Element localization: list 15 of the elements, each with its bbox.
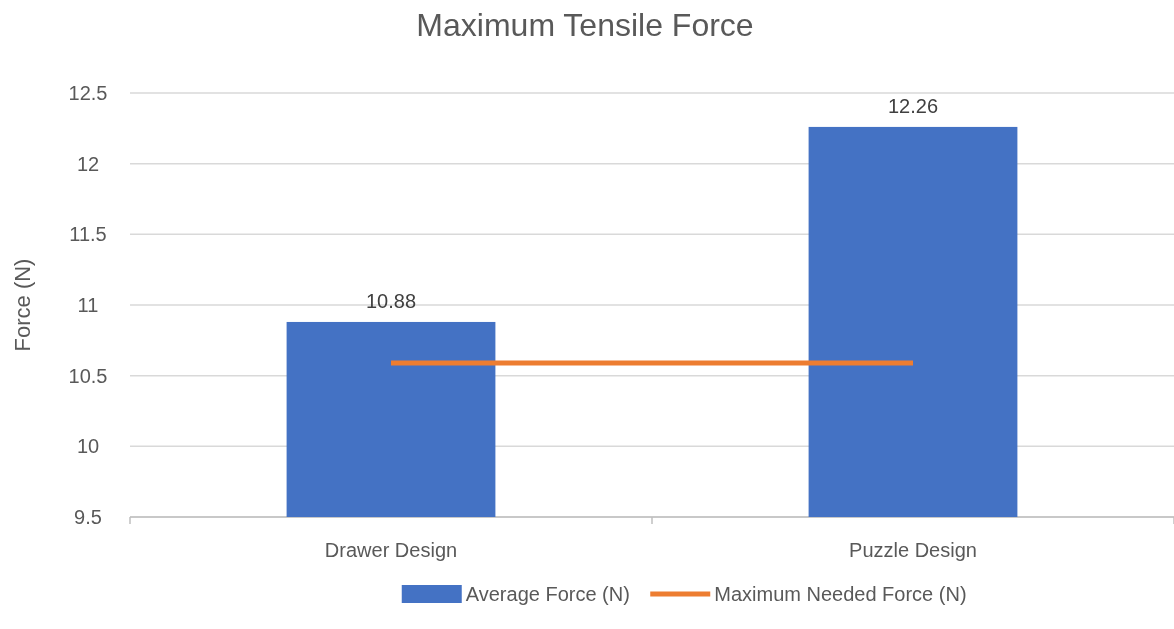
y-tick-label: 9.5 — [74, 506, 102, 528]
x-tick-label: Drawer Design — [324, 539, 458, 561]
y-tick-label: 12 — [76, 152, 100, 175]
y-tick-label: 11 — [77, 294, 99, 316]
y-tick-label: 10 — [76, 435, 100, 458]
data-label: 12.26 — [887, 94, 939, 117]
chart-title: Maximum Tensile Force — [416, 7, 754, 43]
y-tick-label: 12.5 — [68, 82, 108, 104]
y-tick-label: 10.5 — [68, 364, 108, 387]
x-tick-label: Puzzle Design — [849, 539, 977, 561]
y-axis-title: Force (N) — [10, 258, 35, 352]
y-tick-label: 11.5 — [69, 223, 107, 246]
data-label: 10.88 — [365, 289, 417, 312]
legend-label: Maximum Needed Force (N) — [714, 583, 967, 605]
legend-label: Average Force (N) — [465, 583, 630, 605]
